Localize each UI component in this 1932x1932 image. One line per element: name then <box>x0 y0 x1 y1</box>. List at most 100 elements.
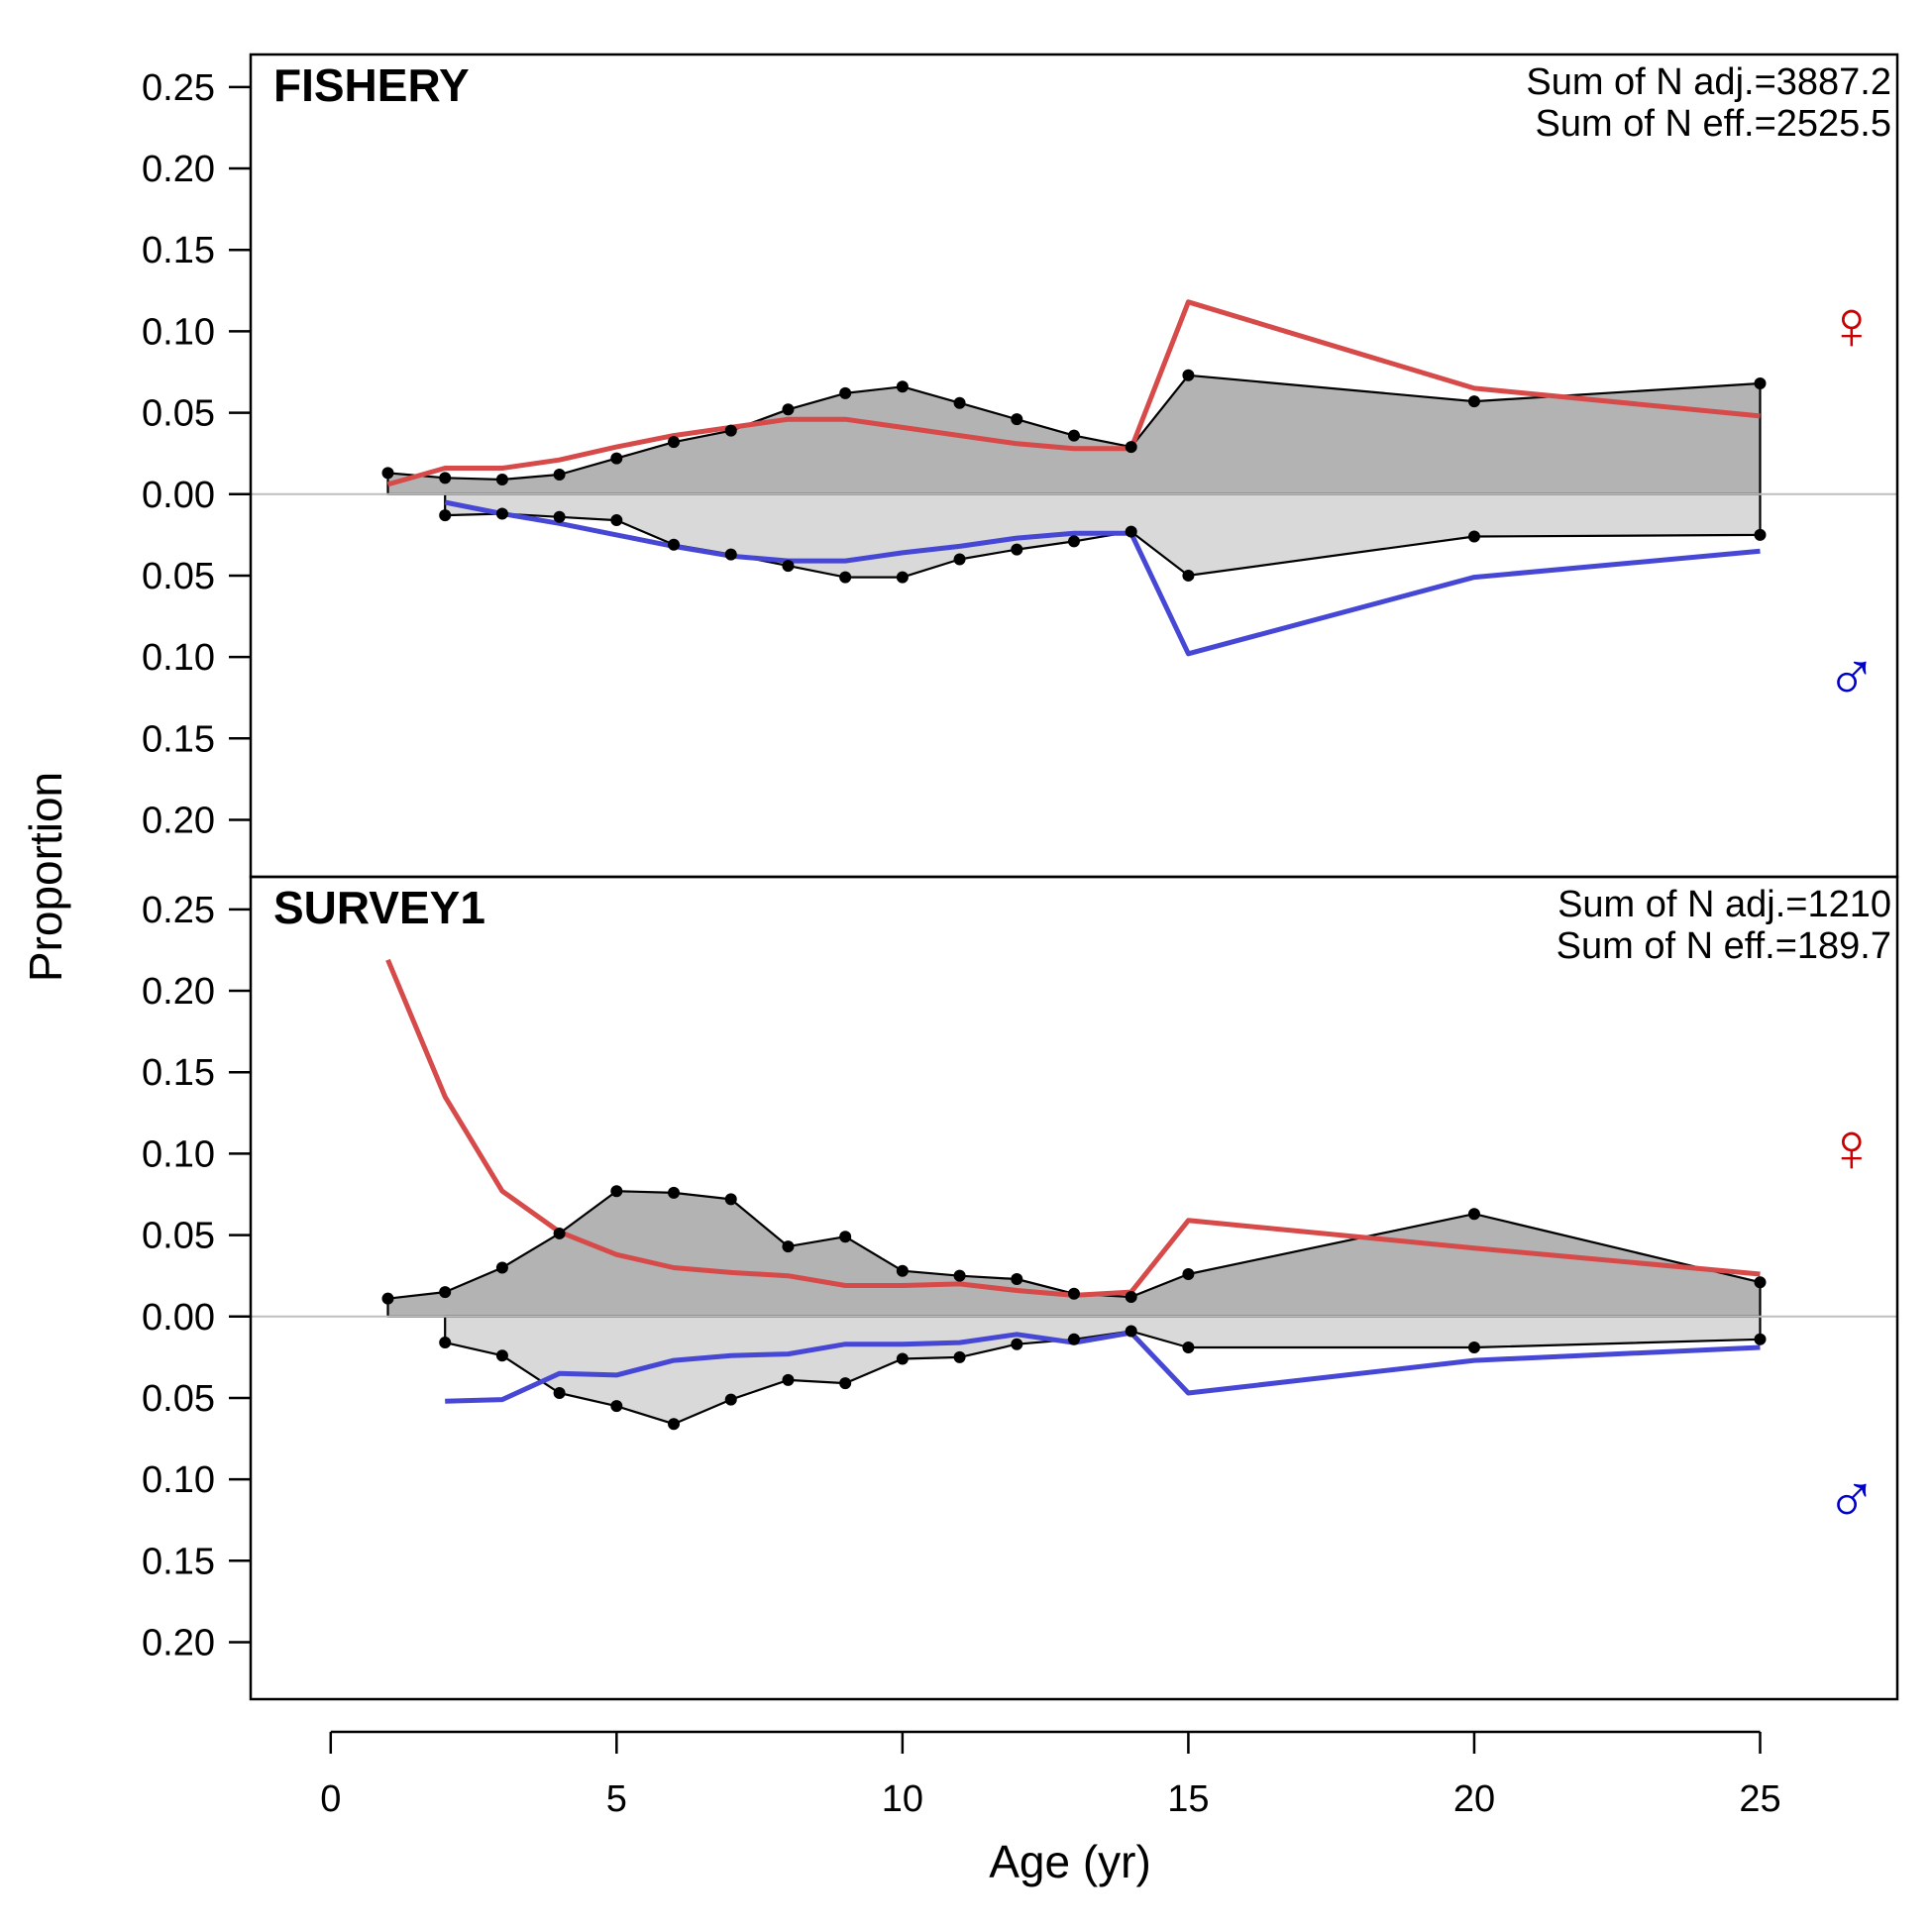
survey1-annotation: Sum of N eff.=189.7 <box>1556 925 1891 967</box>
fishery-y-tick-label: 0.15 <box>142 230 215 271</box>
fishery-y-tick-label: 0.20 <box>142 800 215 841</box>
fishery-male-observed-point <box>839 571 852 584</box>
panels: 0.25 0.20 0.15 0.10 0.05 0.00 0.05 0.10 0.15 0.20… <box>142 53 1899 1701</box>
x-tick-label: 20 <box>1453 1778 1495 1820</box>
survey1-female-observed-point <box>839 1231 852 1243</box>
survey1-female-observed-point <box>381 1292 394 1305</box>
survey1-female-observed-point <box>1068 1287 1080 1300</box>
survey1-male-observed-point <box>839 1377 852 1390</box>
panel-survey1: 0.25 0.20 0.15 0.10 0.05 0.00 0.05 0.10 0.15 0.20… <box>142 875 1899 1701</box>
y-axis-title: Proportion <box>20 772 71 982</box>
survey1-y-tick-label: 0.05 <box>142 1216 215 1257</box>
survey1-female-observed-point <box>495 1261 508 1274</box>
survey1-y-tick-label: 0.10 <box>142 1133 215 1175</box>
fishery-female-observed-point <box>381 467 394 480</box>
fishery-y-tick-label: 0.05 <box>142 393 215 435</box>
survey1-y-tick-label: 0.05 <box>142 1378 215 1420</box>
survey1-annotation: Sum of N adj.=1210 <box>1557 884 1891 925</box>
x-tick-label: 5 <box>606 1778 627 1820</box>
fishery-female-observed-point <box>724 424 737 437</box>
survey1-y-tick-label: 0.00 <box>142 1297 215 1339</box>
survey1-female-observed-point <box>1011 1272 1023 1285</box>
x-tick-label: 10 <box>882 1778 923 1820</box>
fishery-female-observed-point <box>495 473 508 485</box>
fishery-y-tick-label: 0.00 <box>142 475 215 516</box>
survey1-panel-title: SURVEY1 <box>273 882 485 933</box>
fishery-female-observed-point <box>782 403 795 416</box>
fishery-female-observed-point <box>1182 369 1195 381</box>
fishery-y-tick-label: 0.20 <box>142 149 215 190</box>
survey1-female-observed-point <box>1182 1268 1195 1281</box>
survey1-female-observed-point <box>1754 1276 1767 1289</box>
fishery-male-observed-point <box>439 509 452 522</box>
fishery-male-observed-point <box>724 548 737 561</box>
survey1-female-observed-point <box>896 1264 909 1277</box>
survey1-male-observed-point <box>782 1373 795 1386</box>
survey1-male-observed-point <box>495 1349 508 1362</box>
fishery-male-observed-point <box>610 514 623 527</box>
fishery-male-observed-point <box>495 507 508 520</box>
survey1-male-observed-point <box>953 1350 966 1363</box>
survey1-y-tick-label: 0.20 <box>142 971 215 1013</box>
survey1-male-observed-point <box>668 1418 681 1431</box>
fishery-male-observed-point <box>1068 535 1080 548</box>
fishery-male-observed-point <box>668 538 681 551</box>
x-tick-label: 0 <box>320 1778 341 1820</box>
fishery-female-observed-point <box>1125 441 1137 454</box>
survey1-male-observed-point <box>1068 1333 1080 1345</box>
survey1-female-observed-point <box>782 1240 795 1253</box>
fishery-female-observed-point <box>896 380 909 393</box>
fishery-annotation: Sum of N adj.=3887.2 <box>1526 61 1891 103</box>
survey1-y-tick-label: 0.10 <box>142 1459 215 1501</box>
fishery-y-tick-label: 0.25 <box>142 67 215 109</box>
fishery-female-observed-point <box>839 386 852 399</box>
survey1-female-expected-line <box>385 958 1761 1298</box>
fishery-male-observed-point <box>782 560 795 573</box>
fishery-male-observed-point <box>553 510 566 523</box>
fishery-male-expected-line <box>444 499 1761 657</box>
survey1-male-observed-point <box>724 1393 737 1406</box>
fishery-female-observed-point <box>668 436 681 449</box>
survey1-female-observed-point <box>724 1193 737 1206</box>
fishery-male-observed-point <box>953 553 966 566</box>
fishery-y-tick-label: 0.15 <box>142 718 215 760</box>
survey1-male-observed-point <box>1011 1338 1023 1350</box>
survey1-male-observed-point <box>896 1352 909 1365</box>
fishery-female-symbol-icon: ♀ <box>1826 286 1878 364</box>
survey1-male-observed-point <box>553 1387 566 1400</box>
survey1-male-observed-point <box>439 1337 452 1349</box>
fishery-male-observed-point <box>1182 569 1195 582</box>
survey1-female-observed-point <box>668 1186 681 1199</box>
survey1-y-tick-label: 0.15 <box>142 1541 215 1582</box>
survey1-female-observed-point <box>1467 1208 1480 1221</box>
survey1-female-observed-point <box>439 1286 452 1299</box>
survey1-male-observed-point <box>1754 1333 1767 1345</box>
x-tick-label: 25 <box>1739 1778 1780 1820</box>
panel-fishery: 0.25 0.20 0.15 0.10 0.05 0.00 0.05 0.10 0.15 0.20… <box>142 53 1899 879</box>
survey1-female-symbol-icon: ♀ <box>1826 1109 1878 1186</box>
survey1-panel-frame <box>249 875 1899 1701</box>
survey1-female-observed-point <box>610 1185 623 1198</box>
fishery-male-observed-point <box>1125 525 1137 538</box>
survey1-male-expected-line <box>445 1330 1761 1404</box>
fishery-female-observed-point <box>553 469 566 482</box>
survey1-female-observed-point <box>553 1227 566 1239</box>
fishery-male-observed-point <box>896 571 909 584</box>
fishery-annotation: Sum of N eff.=2525.5 <box>1536 103 1891 145</box>
fishery-female-observed-point <box>1467 395 1480 408</box>
survey1-y-tick-label: 0.15 <box>142 1052 215 1094</box>
x-tick-label: 15 <box>1167 1778 1209 1820</box>
fishery-male-observed-point <box>1754 528 1767 541</box>
fishery-female-observed-point <box>953 396 966 409</box>
fishery-female-observed-area <box>386 374 1762 495</box>
fishery-male-observed-point <box>1011 543 1023 556</box>
survey1-y-tick-label: 0.25 <box>142 890 215 931</box>
fishery-y-tick-label: 0.05 <box>142 556 215 597</box>
survey1-male-symbol-icon: ♂ <box>1826 1460 1878 1538</box>
fishery-female-observed-point <box>439 472 452 484</box>
fishery-y-tick-label: 0.10 <box>142 311 215 353</box>
x-axis: 0 5 10 15 20 25 <box>320 1730 1781 1820</box>
fishery-male-symbol-icon: ♂ <box>1826 638 1878 715</box>
fishery-female-observed-point <box>610 452 623 465</box>
survey1-female-observed-point <box>953 1269 966 1282</box>
